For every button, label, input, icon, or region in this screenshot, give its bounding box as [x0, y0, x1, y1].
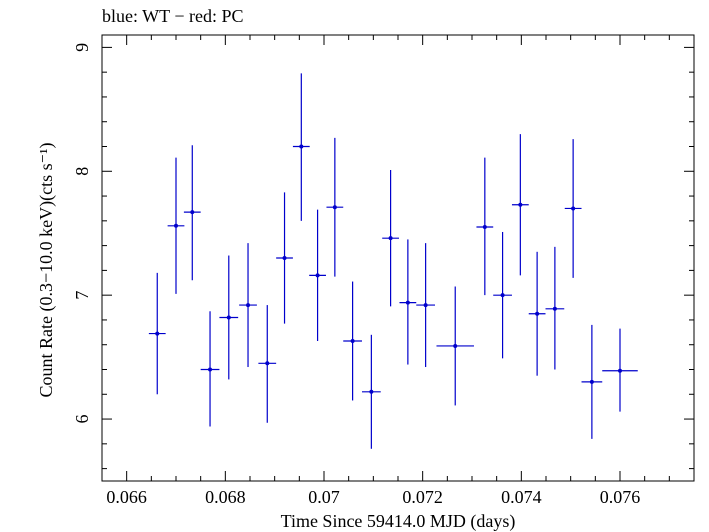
data-point — [416, 243, 435, 368]
y-tick-label: 7 — [72, 291, 92, 300]
data-point — [436, 286, 474, 406]
data-marker — [589, 379, 594, 384]
data-point — [148, 272, 166, 395]
x-tick-label: 0.07 — [308, 487, 340, 507]
data-marker — [423, 303, 428, 308]
data-point — [183, 145, 201, 281]
data-point — [564, 139, 582, 278]
data-marker — [552, 306, 557, 311]
data-marker — [190, 210, 195, 215]
data-point — [219, 255, 239, 380]
data-marker — [155, 331, 160, 336]
y-tick-label: 8 — [72, 167, 92, 176]
x-tick-label: 0.066 — [106, 487, 147, 507]
x-axis-label: Time Since 59414.0 MJD (days) — [281, 511, 516, 532]
data-marker — [535, 311, 540, 316]
data-marker — [282, 256, 287, 260]
data-point — [581, 324, 603, 439]
data-point — [292, 73, 310, 221]
data-marker — [571, 206, 576, 211]
data-marker — [618, 368, 622, 373]
data-point — [239, 243, 257, 368]
plot-frame — [101, 34, 695, 482]
data-marker — [369, 389, 374, 394]
data-point — [343, 281, 362, 401]
data-point — [326, 137, 344, 277]
data-marker — [453, 343, 458, 348]
data-marker — [299, 144, 304, 149]
data-point — [476, 157, 494, 296]
y-axis: 6 7 8 9 — [72, 43, 694, 470]
data-point — [258, 305, 277, 423]
chart-title: blue: WT − red: PC — [102, 6, 243, 26]
data-marker — [482, 225, 487, 230]
data-marker — [350, 339, 355, 344]
data-point — [545, 246, 565, 370]
y-tick-label: 9 — [72, 43, 92, 52]
data-marker — [208, 367, 213, 372]
data-points — [148, 73, 638, 449]
data-point — [167, 157, 185, 294]
y-axis-label: Count Rate (0.3−10.0 keV)(cts s⁻¹) — [36, 142, 57, 397]
data-point — [361, 334, 381, 449]
data-marker — [246, 303, 251, 308]
x-tick-label: 0.076 — [600, 487, 641, 507]
data-marker — [265, 361, 270, 366]
x-tick-label: 0.072 — [402, 487, 443, 507]
data-point — [528, 251, 546, 376]
x-tick-label: 0.068 — [205, 487, 246, 507]
data-point — [602, 328, 638, 412]
data-point — [276, 192, 293, 324]
data-marker — [518, 202, 523, 207]
y-tick-label: 6 — [72, 415, 92, 424]
data-point — [200, 311, 220, 427]
data-marker — [315, 273, 320, 278]
data-point — [511, 134, 529, 276]
x-axis: 0.066 0.068 0.07 0.072 0.074 0.076 — [101, 35, 695, 507]
data-point — [493, 231, 512, 359]
data-marker — [388, 236, 393, 241]
x-tick-label: 0.074 — [501, 487, 542, 507]
data-marker — [405, 300, 410, 305]
data-point — [399, 239, 417, 365]
data-point — [309, 209, 326, 342]
data-marker — [500, 293, 505, 298]
data-point — [382, 170, 399, 307]
data-marker — [226, 315, 231, 320]
data-marker — [332, 205, 337, 210]
data-marker — [174, 223, 178, 228]
